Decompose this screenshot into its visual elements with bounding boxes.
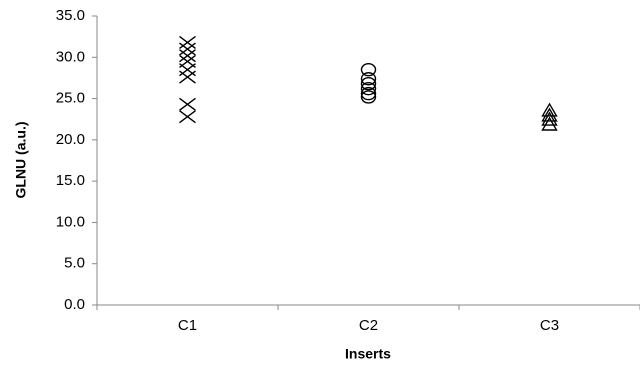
point — [179, 97, 196, 111]
point — [541, 102, 558, 117]
point — [541, 116, 558, 131]
y-tick-label: 15.0 — [56, 172, 85, 189]
x-tick-label: C2 — [359, 317, 378, 334]
y-tick-label: 5.0 — [64, 255, 85, 272]
point — [360, 90, 377, 104]
point — [179, 110, 196, 124]
y-axis-label: GLNU (a.u.) — [13, 122, 29, 199]
point — [179, 35, 196, 49]
point — [541, 111, 558, 126]
point — [179, 49, 196, 63]
y-tick-label: 25.0 — [56, 90, 85, 107]
y-tick-label: 35.0 — [56, 7, 85, 24]
point — [360, 86, 377, 101]
point — [360, 81, 377, 96]
point — [541, 107, 558, 122]
x-tick-label: C3 — [540, 317, 559, 334]
y-tick-label: 10.0 — [56, 213, 85, 230]
point — [179, 70, 196, 84]
x-axis-label: Inserts — [345, 346, 391, 362]
point — [179, 63, 196, 77]
y-tick-label: 20.0 — [56, 131, 85, 148]
y-tick-label: 30.0 — [56, 48, 85, 65]
y-tick-label: 0.0 — [64, 296, 85, 313]
x-tick-label: C1 — [178, 317, 197, 334]
point — [179, 42, 196, 56]
